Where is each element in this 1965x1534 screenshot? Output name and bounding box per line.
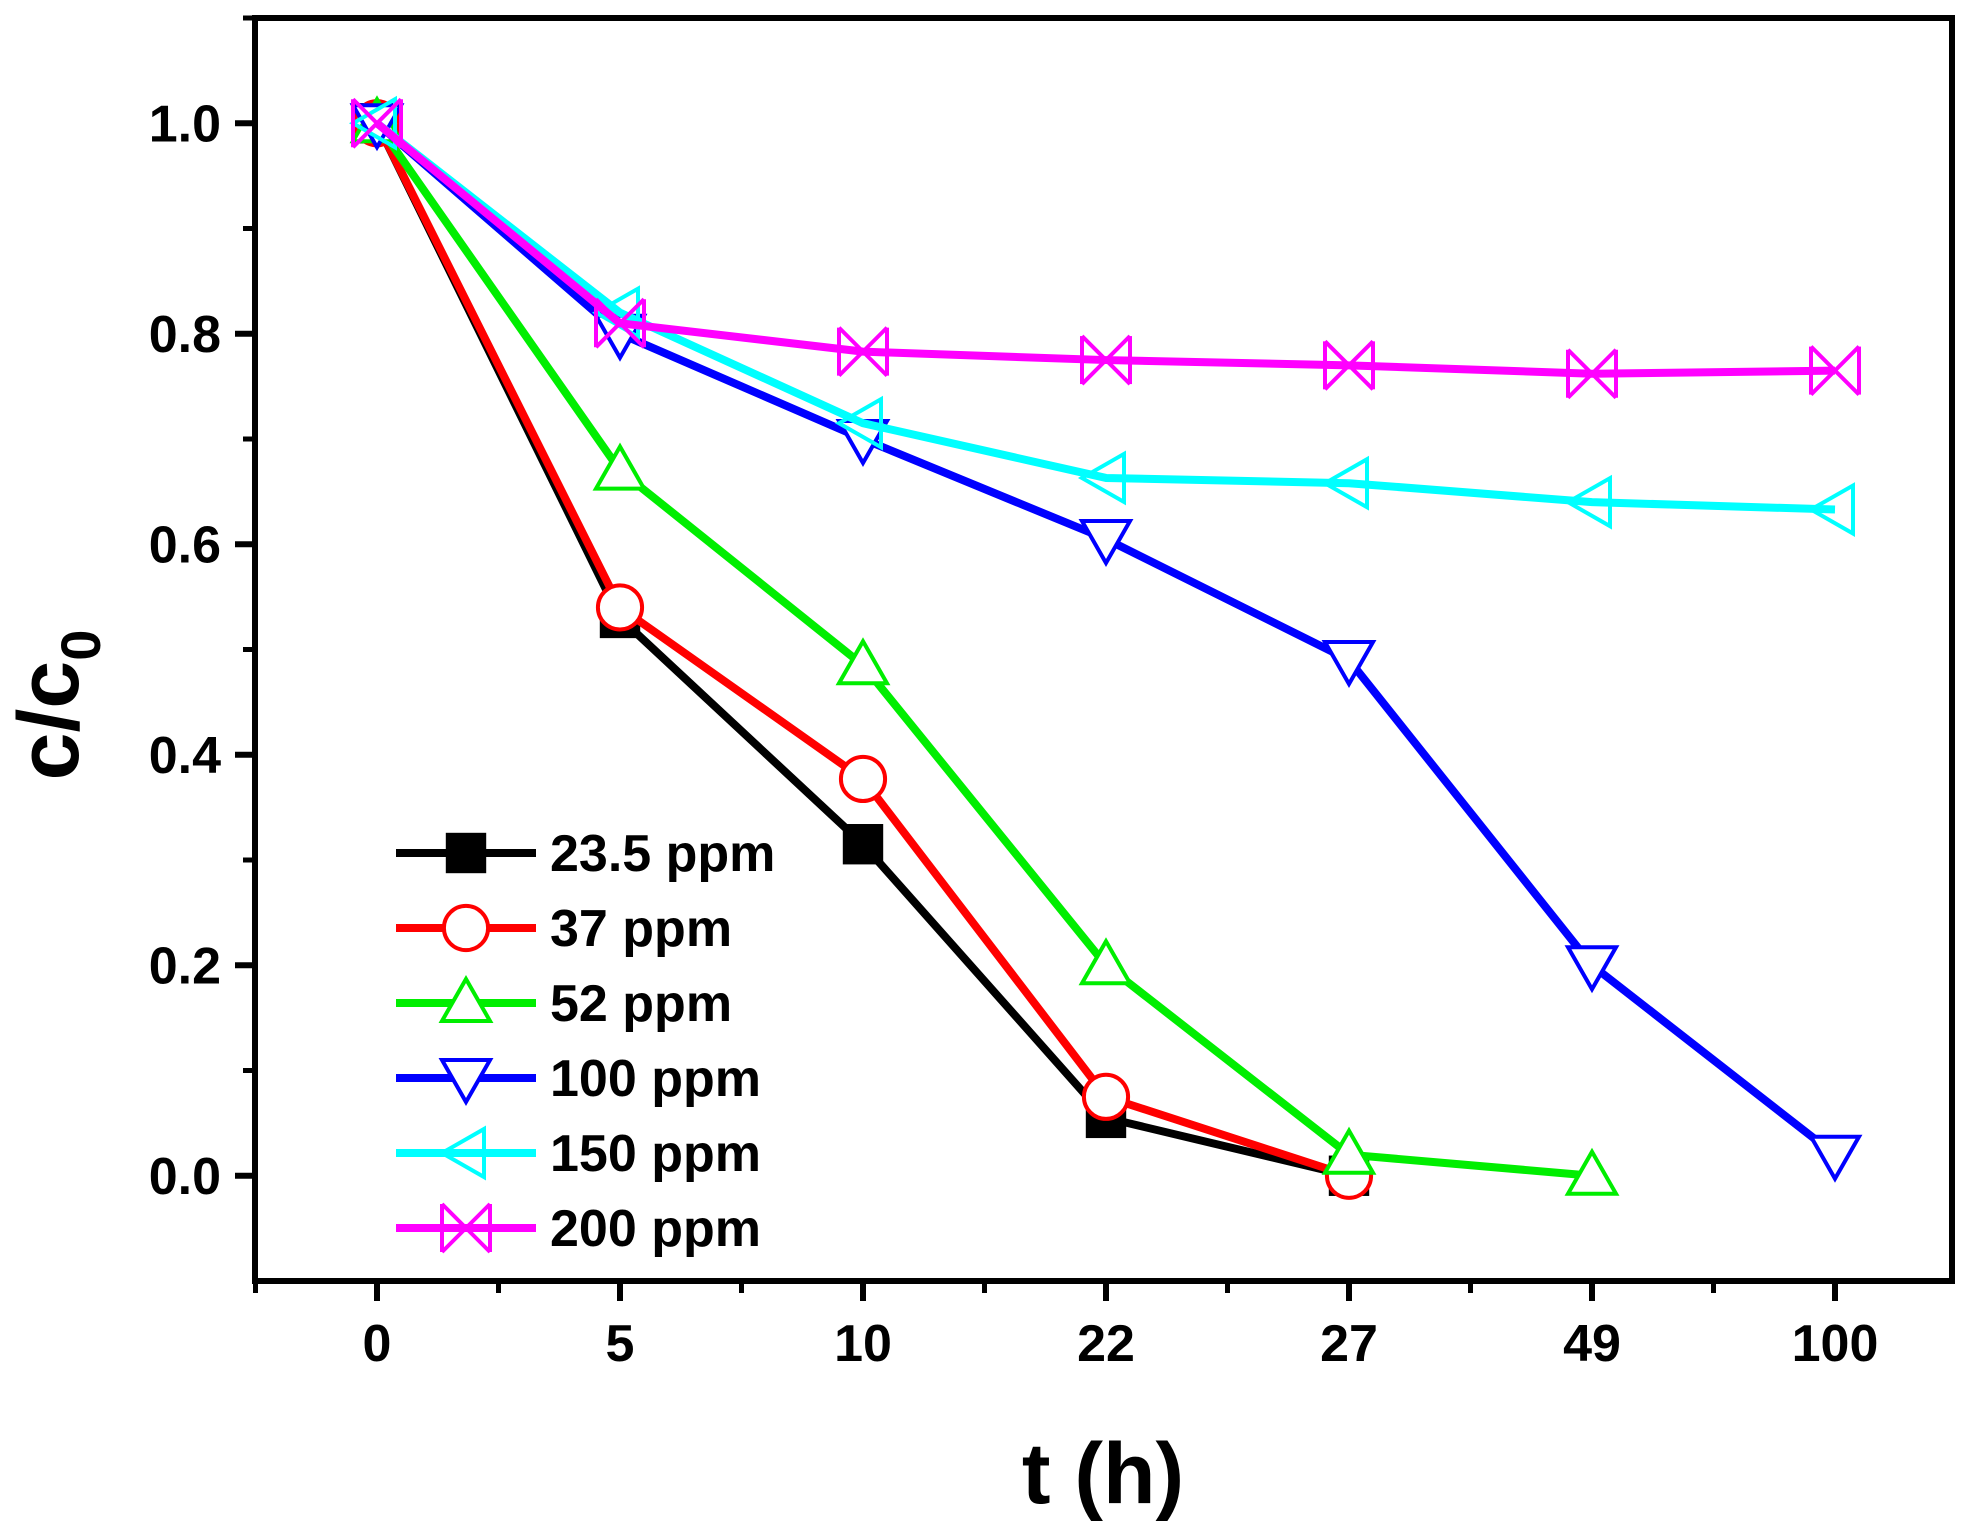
data-point: [1321, 640, 1377, 689]
legend-entry: 200 ppm: [396, 1200, 761, 1258]
y-tick-label: 0.8: [149, 306, 221, 364]
data-point: [835, 637, 891, 686]
series-layer: [348, 95, 1863, 1200]
data-point: [595, 583, 645, 632]
legend-entry: 23.5 ppm: [396, 825, 775, 883]
data-point: [1323, 339, 1375, 391]
x-axis-title: t (h): [1022, 1426, 1184, 1522]
data-point: [842, 824, 884, 865]
data-point: [834, 395, 883, 451]
data-point: [1081, 1072, 1131, 1121]
series-150-ppm: [348, 95, 1855, 537]
series-52-ppm: [349, 95, 1620, 1196]
data-point: [1566, 348, 1618, 400]
data-point: [1806, 482, 1855, 537]
data-point: [594, 297, 646, 349]
series-line: [374, 120, 1836, 514]
data-point: [1563, 474, 1612, 530]
legend-marker: [440, 1202, 492, 1254]
legend-marker: [438, 974, 494, 1023]
legend-marker: [445, 832, 487, 874]
y-axis-title-main: c/c: [1, 661, 97, 781]
y-tick-label: 0.4: [149, 727, 221, 785]
legend-marker: [437, 1125, 486, 1181]
data-point: [1321, 1126, 1377, 1175]
series-line: [373, 120, 1593, 1180]
x-tick-label: 22: [1077, 1315, 1135, 1373]
y-tick-label: 0.0: [149, 1148, 221, 1206]
y-axis-title-subscript: 0: [49, 630, 112, 661]
legend-entry: 37 ppm: [396, 900, 732, 958]
legend-entry: 150 ppm: [396, 1125, 761, 1183]
y-tick-label: 0.6: [149, 516, 221, 574]
legend-label: 52 ppm: [550, 975, 732, 1033]
data-point: [1078, 518, 1134, 568]
legend-entry: 52 ppm: [396, 974, 732, 1033]
legend-label: 200 ppm: [550, 1200, 761, 1258]
x-tick-label: 49: [1563, 1315, 1621, 1373]
axes: 0 5 10 22 27 49 100 0.0 0.2 0.4 0.6 0.8 1.0: [149, 15, 1879, 1373]
y-axis-title: c/c0: [1, 630, 112, 781]
svg-text:c/c0: c/c0: [1, 630, 112, 781]
legend-label: 23.5 ppm: [550, 825, 775, 883]
data-point: [1807, 1134, 1863, 1183]
x-tick-label: 0: [363, 1315, 392, 1373]
data-point: [1077, 450, 1126, 506]
legend-label: 37 ppm: [550, 900, 732, 958]
x-tick-label: 5: [606, 1315, 635, 1373]
data-point: [1078, 937, 1134, 986]
x-tick-label: 100: [1792, 1315, 1879, 1373]
series-200-ppm: [351, 97, 1861, 400]
data-point: [1564, 945, 1620, 994]
legend-label: 150 ppm: [550, 1125, 761, 1183]
y-tick-label: 0.2: [149, 937, 221, 995]
data-point: [351, 97, 403, 149]
legend-entry: 100 ppm: [396, 1050, 761, 1108]
legend-marker: [441, 903, 491, 953]
data-point: [348, 95, 397, 151]
data-point: [1320, 455, 1369, 511]
y-tick-label: 1.0: [149, 95, 221, 153]
data-point: [1809, 345, 1861, 397]
legend-marker: [438, 1058, 494, 1107]
x-tick-label: 10: [834, 1315, 892, 1373]
data-point: [1080, 334, 1132, 386]
data-point: [592, 442, 648, 491]
data-point: [1564, 1147, 1620, 1196]
legend-label: 100 ppm: [550, 1050, 761, 1108]
legend: 23.5 ppm 37 ppm 52 ppm 100 ppm 150 ppm 200 pp…: [396, 825, 775, 1258]
data-point: [838, 754, 888, 804]
data-point: [837, 326, 889, 378]
x-tick-label: 27: [1320, 1315, 1378, 1373]
